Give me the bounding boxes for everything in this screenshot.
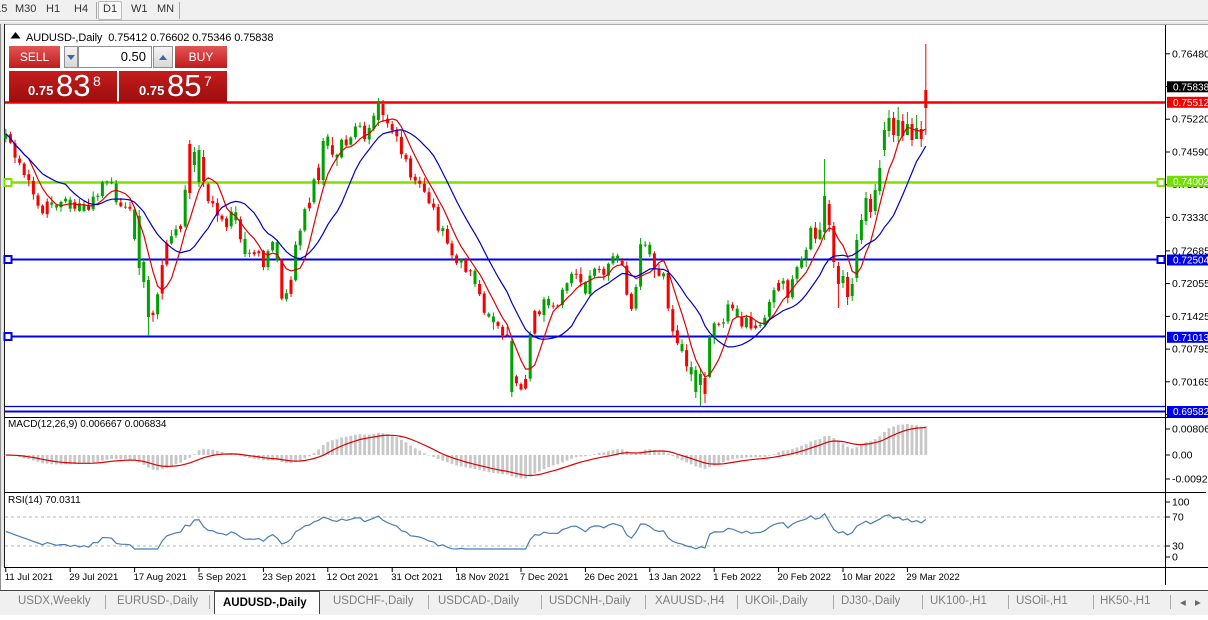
- svg-text:AUDUSD-,Daily 0.75412 0.76602: AUDUSD-,Daily 0.75412 0.76602 0.75346 0.…: [26, 32, 273, 44]
- svg-text:29 Jul 2021: 29 Jul 2021: [69, 572, 118, 583]
- svg-text:0.71425: 0.71425: [1172, 311, 1208, 323]
- svg-text:29 Mar 2022: 29 Mar 2022: [906, 572, 959, 583]
- svg-text:12 Oct 2021: 12 Oct 2021: [327, 572, 379, 583]
- svg-text:10 Mar 2022: 10 Mar 2022: [842, 572, 895, 583]
- svg-text:0.70795: 0.70795: [1172, 344, 1208, 356]
- svg-text:11 Jul 2021: 11 Jul 2021: [5, 572, 53, 583]
- svg-text:0.74002: 0.74002: [1173, 177, 1208, 188]
- svg-text:1 Feb 2022: 1 Feb 2022: [713, 572, 761, 583]
- svg-text:100: 100: [1172, 497, 1190, 509]
- svg-text:7 Dec 2021: 7 Dec 2021: [520, 572, 569, 583]
- svg-text:0.73330: 0.73330: [1172, 212, 1208, 224]
- svg-text:0.72685: 0.72685: [1172, 245, 1208, 257]
- svg-text:0.70165: 0.70165: [1172, 376, 1208, 388]
- svg-text:5 Sep 2021: 5 Sep 2021: [198, 572, 247, 583]
- svg-text:0.75512: 0.75512: [1173, 98, 1208, 109]
- svg-text:31 Oct 2021: 31 Oct 2021: [391, 572, 443, 583]
- svg-text:70: 70: [1172, 512, 1184, 524]
- svg-text:-0.00928: -0.00928: [1172, 474, 1208, 486]
- svg-text:0.75220: 0.75220: [1172, 114, 1208, 126]
- svg-text:0.008061: 0.008061: [1172, 424, 1208, 436]
- svg-text:MACD(12,26,9) 0.006667 0.00683: MACD(12,26,9) 0.006667 0.006834: [8, 419, 167, 430]
- svg-text:0.72055: 0.72055: [1172, 278, 1208, 290]
- svg-text:0.76480: 0.76480: [1172, 48, 1208, 60]
- svg-text:0.00: 0.00: [1172, 450, 1193, 462]
- svg-text:0.74590: 0.74590: [1172, 147, 1208, 159]
- svg-text:0.69582: 0.69582: [1173, 407, 1208, 418]
- svg-text:RSI(14) 70.0311: RSI(14) 70.0311: [8, 495, 81, 506]
- svg-text:30: 30: [1172, 541, 1184, 553]
- svg-text:0.71013: 0.71013: [1173, 333, 1208, 344]
- svg-text:13 Jan 2022: 13 Jan 2022: [649, 572, 701, 583]
- svg-text:0: 0: [1172, 552, 1178, 564]
- svg-text:18 Nov 2021: 18 Nov 2021: [456, 572, 510, 583]
- svg-text:0.72504: 0.72504: [1173, 256, 1208, 267]
- svg-text:0.75838: 0.75838: [1173, 82, 1208, 93]
- svg-text:17 Aug 2021: 17 Aug 2021: [134, 572, 187, 583]
- svg-text:23 Sep 2021: 23 Sep 2021: [262, 572, 316, 583]
- svg-text:26 Dec 2021: 26 Dec 2021: [584, 572, 638, 583]
- svg-text:20 Feb 2022: 20 Feb 2022: [778, 572, 831, 583]
